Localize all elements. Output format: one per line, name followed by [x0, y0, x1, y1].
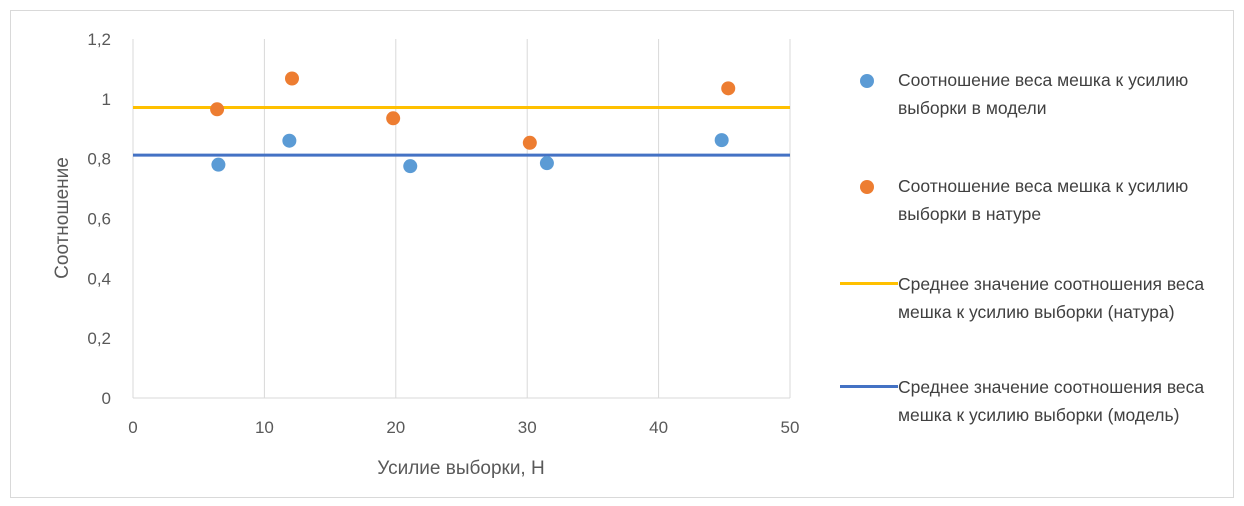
data-point-series-1 — [721, 81, 736, 96]
data-point-series-1 — [284, 71, 299, 86]
y-tick-label: 0,2 — [87, 329, 111, 348]
x-tick-label: 50 — [781, 418, 800, 437]
legend-label: Среднее значение соотношения веса мешка … — [898, 274, 1205, 322]
chart-container — [10, 10, 1234, 498]
data-point-series-1 — [522, 135, 537, 150]
y-tick-label: 0,4 — [87, 269, 111, 288]
x-axis-ticks: 0 10 20 30 40 50 — [128, 418, 799, 437]
x-tick-label: 20 — [386, 418, 405, 437]
x-axis-title: Усилие выборки, Н — [377, 458, 544, 479]
y-tick-label: 1 — [102, 90, 111, 109]
data-point-series-0 — [714, 133, 729, 148]
y-tick-label: 1,2 — [87, 30, 111, 49]
x-tick-label: 10 — [255, 418, 274, 437]
data-point-series-1 — [386, 111, 401, 126]
legend-label: Среднее значение соотношения веса мешка … — [898, 377, 1205, 425]
data-point-series-1 — [210, 102, 225, 117]
y-tick-label: 0,8 — [87, 150, 111, 169]
legend-orange-dot-icon — [830, 172, 898, 200]
average-lines — [133, 106, 790, 157]
x-tick-label: 40 — [649, 418, 668, 437]
data-point-series-0 — [282, 133, 297, 148]
legend-item-model-points: Соотношение веса мешка к усилию выборки … — [830, 66, 1228, 122]
legend-item-model-average: Среднее значение соотношения веса мешка … — [830, 373, 1228, 429]
legend-blue-line-icon — [830, 373, 898, 401]
x-tick-label: 30 — [518, 418, 537, 437]
legend-yellow-line-icon — [830, 270, 898, 298]
legend-item-nature-points: Соотношение веса мешка к усилию выборки … — [830, 172, 1228, 228]
data-point-series-0 — [211, 157, 226, 172]
legend-blue-dot-icon — [830, 66, 898, 94]
y-axis-title: Соотношение — [52, 157, 73, 279]
y-axis-ticks: 0 0,2 0,4 0,6 0,8 1 1,2 — [87, 30, 111, 408]
y-tick-label: 0,6 — [87, 210, 111, 229]
legend-item-nature-average: Среднее значение соотношения веса мешка … — [830, 270, 1228, 326]
legend-label: Соотношение веса мешка к усилию выборки … — [898, 176, 1189, 224]
data-point-series-0 — [539, 156, 554, 171]
legend-label: Соотношение веса мешка к усилию выборки … — [898, 70, 1189, 118]
data-point-series-0 — [403, 159, 418, 174]
data-points — [210, 71, 736, 174]
y-tick-label: 0 — [102, 389, 111, 408]
x-tick-label: 0 — [128, 418, 137, 437]
gridlines — [132, 39, 791, 399]
